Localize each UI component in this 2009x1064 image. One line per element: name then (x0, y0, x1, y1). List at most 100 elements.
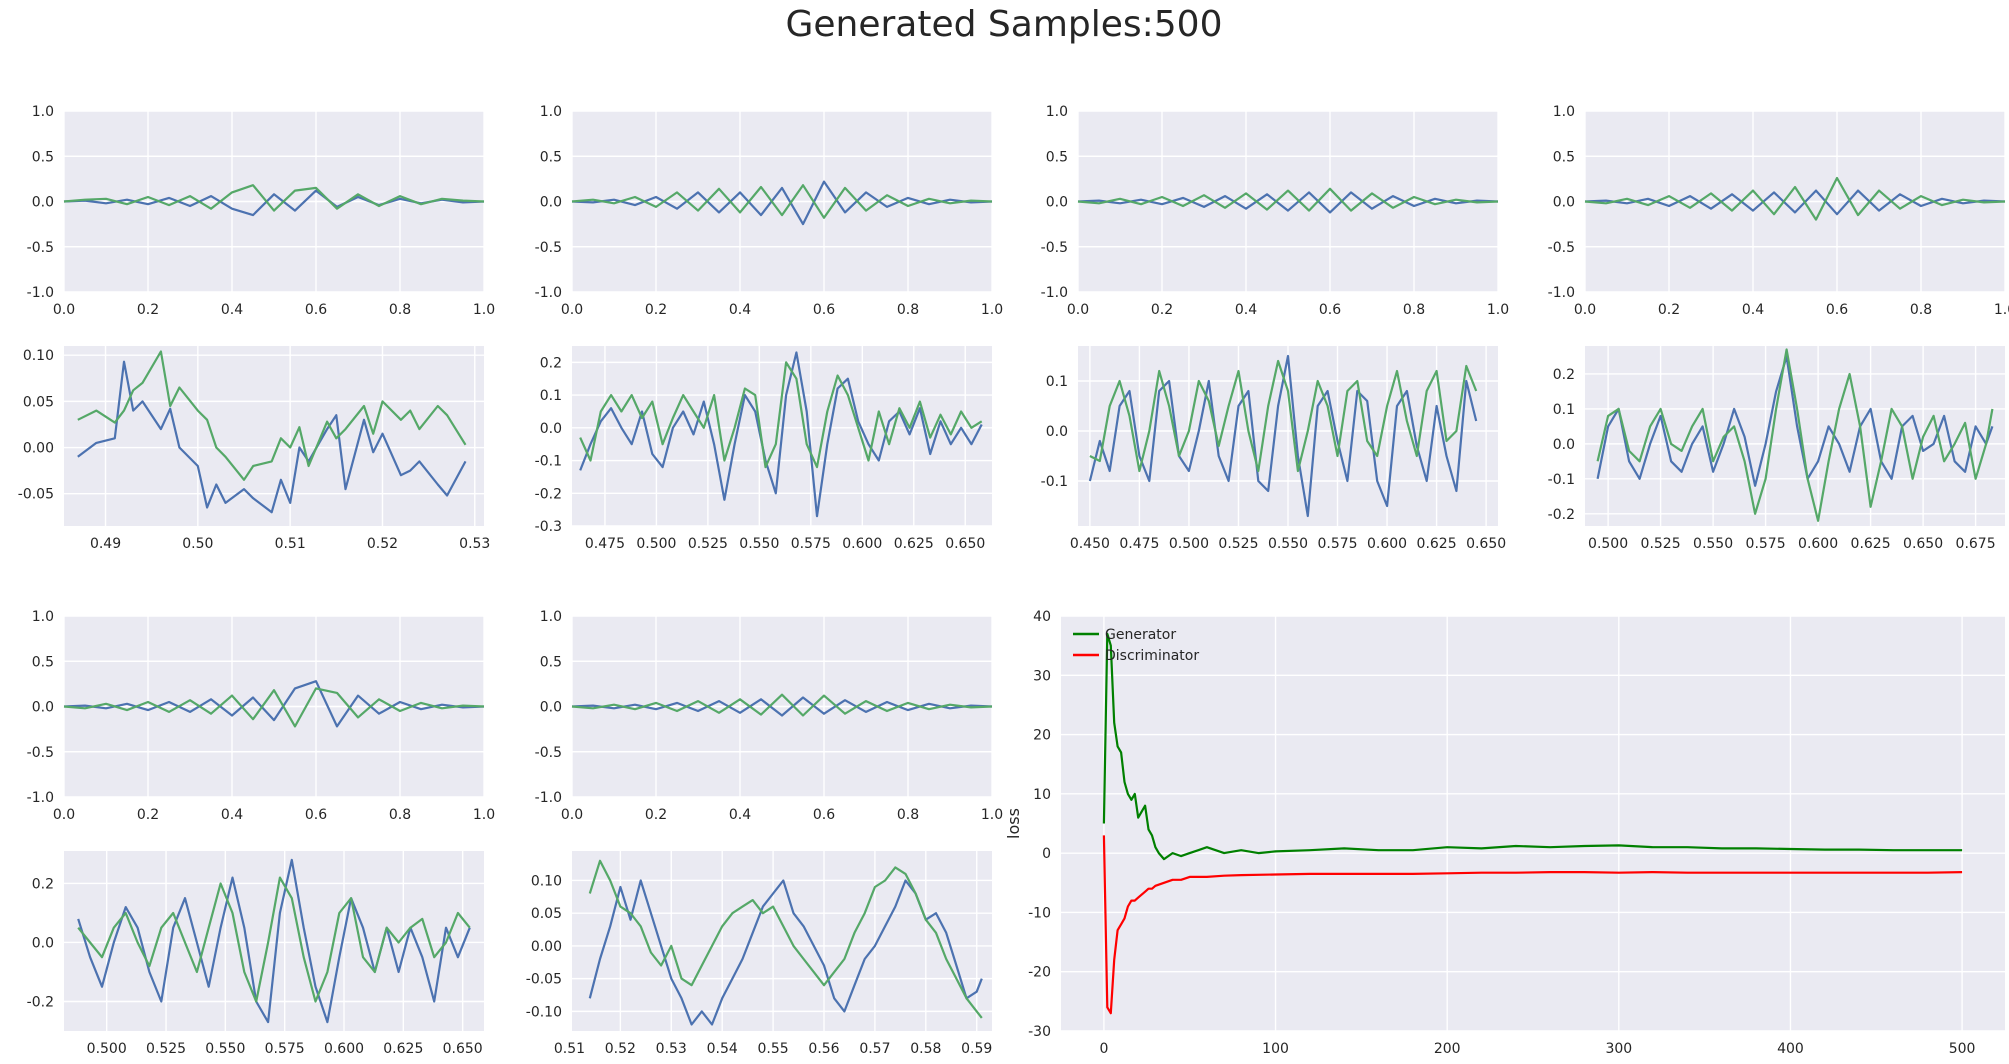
y-tick-label: 0.2 (1553, 367, 1575, 383)
series-line-green (571, 693, 993, 717)
x-tick-label: 200 (1434, 1041, 1461, 1057)
y-tick-label: 0.5 (1046, 149, 1068, 165)
y-tick-label: 0.5 (32, 149, 54, 165)
x-tick-label: 0.650 (945, 536, 985, 552)
y-tick-label: -10 (1028, 905, 1051, 921)
x-tick-label: 0.8 (897, 302, 919, 318)
y-tick-label: -0.5 (535, 745, 562, 761)
y-tick-label: 0.00 (531, 939, 562, 955)
y-tick-label: 0.0 (540, 421, 562, 437)
subplot-loss: 0 100 200 300 400 500403020100-10-20-30lossGe… (1004, 609, 2005, 1057)
x-tick-label: 300 (1605, 1041, 1632, 1057)
x-tick-label: 0.6 (305, 807, 327, 823)
y-tick-label: 1.0 (32, 104, 54, 120)
x-tick-label: 0.0 (53, 302, 75, 318)
subplot-zoom-4: 0.500 0.525 0.550 0.575 0.600 0.625 0.650 0.675… (1548, 346, 2005, 552)
x-tick-label: 0.600 (842, 536, 882, 552)
x-tick-label: 0.2 (645, 302, 667, 318)
y-tick-label: 0 (1042, 846, 1051, 862)
y-tick-label: -0.1 (535, 454, 562, 470)
subplot-zoom-2: 0.475 0.500 0.525 0.550 0.575 0.600 0.625 0.650… (535, 346, 992, 552)
x-tick-label: 1.0 (1487, 302, 1509, 318)
x-tick-label: 0.625 (383, 1041, 423, 1057)
series-line-green (571, 184, 993, 219)
x-tick-label: 0.6 (305, 302, 327, 318)
x-tick-label: 0.625 (1851, 536, 1891, 552)
x-tick-label: 0.550 (1268, 536, 1308, 552)
x-tick-label: 0.525 (1641, 536, 1681, 552)
x-tick-label: 0.650 (1903, 536, 1943, 552)
series-line-green (77, 350, 467, 481)
x-tick-label: 0.56 (808, 1041, 839, 1057)
y-tick-label: 0.0 (1046, 424, 1068, 440)
y-tick-label: 0.0 (32, 935, 54, 951)
x-tick-label: 0.550 (739, 536, 779, 552)
x-tick-label: 0.500 (87, 1041, 127, 1057)
y-tick-label: -1.0 (535, 790, 562, 806)
y-tick-label: -1.0 (27, 285, 54, 301)
x-tick-label: 0.0 (1067, 302, 1089, 318)
y-tick-label: 1.0 (1046, 104, 1068, 120)
y-tick-label: 0.05 (23, 394, 54, 410)
series-line-green (63, 184, 485, 212)
subplots: 0.0 0.2 0.4 0.6 0.8 1.01.00.50.0-0.5-1.00.0 0.… (18, 104, 2009, 1057)
y-tick-label: 1.0 (540, 609, 562, 625)
y-tick-label: 0.2 (540, 355, 562, 371)
plot-area (64, 851, 484, 1031)
y-tick-label: -0.2 (535, 486, 562, 502)
x-tick-label: 0.51 (554, 1041, 585, 1057)
y-tick-label: -30 (1028, 1024, 1051, 1040)
y-tick-label: 0.5 (540, 149, 562, 165)
y-tick-label: 0.5 (540, 654, 562, 670)
y-tick-label: 1.0 (1553, 104, 1575, 120)
y-tick-label: 0.0 (1553, 195, 1575, 211)
x-tick-label: 0.6 (813, 807, 835, 823)
x-tick-label: 0.625 (894, 536, 934, 552)
plot-area (1585, 346, 2005, 526)
y-tick-label: -0.05 (526, 972, 562, 988)
subplot-zoom-5: 0.500 0.525 0.550 0.575 0.600 0.625 0.650 0.2 0.… (27, 851, 484, 1057)
plot-area (1061, 616, 2005, 1031)
x-tick-label: 0.2 (645, 807, 667, 823)
x-tick-label: 500 (1949, 1041, 1976, 1057)
x-tick-label: 0.575 (1746, 536, 1786, 552)
x-tick-label: 0.53 (459, 536, 490, 552)
subplot-full-6: 0.0 0.2 0.4 0.6 0.8 1.0 1.0 0.5 0.0 -0.5 -1.0 (535, 609, 1003, 823)
y-tick-label: -0.5 (27, 745, 54, 761)
x-tick-label: 100 (1262, 1041, 1289, 1057)
legend: Generator Discriminator (1073, 627, 1199, 664)
subplot-zoom-6: 0.51 0.52 0.53 0.54 0.55 0.56 0.57 0.58 0.59 0.10… (526, 851, 992, 1057)
x-tick-label: 0.50 (182, 536, 213, 552)
y-tick-label: 0.5 (32, 654, 54, 670)
x-tick-label: 0.8 (897, 807, 919, 823)
y-tick-label: 0.5 (1553, 149, 1575, 165)
x-tick-label: 0.4 (1742, 302, 1764, 318)
x-tick-label: 1.0 (981, 302, 1003, 318)
x-tick-label: 0.51 (275, 536, 306, 552)
y-tick-label: 0.0 (32, 700, 54, 716)
x-tick-label: 1.0 (981, 807, 1003, 823)
y-tick-label: -0.2 (27, 994, 54, 1010)
y-tick-label: -0.5 (1041, 240, 1068, 256)
plot-area (64, 346, 484, 526)
y-tick-label: -0.1 (1548, 472, 1575, 488)
x-tick-label: 0.650 (1466, 536, 1506, 552)
series-line-green (579, 361, 983, 469)
y-tick-label: 0.10 (23, 348, 54, 364)
y-tick-label: 1.0 (32, 609, 54, 625)
x-tick-label: 0.58 (910, 1041, 941, 1057)
plot-area (572, 851, 992, 1031)
y-tick-label: 0.10 (531, 873, 562, 889)
y-tick-label: -0.1 (1041, 474, 1068, 490)
x-tick-label: 0.500 (1588, 536, 1628, 552)
series-line-green (1596, 348, 1994, 522)
x-tick-label: 0.6 (1319, 302, 1341, 318)
series-line-green (588, 859, 983, 1019)
subplot-full-4: 0.0 0.2 0.4 0.6 0.8 1.0 1.0 0.5 0.0 -0.5 -1.0 (1548, 104, 2009, 318)
series-line-blue (1596, 355, 1994, 487)
series-line-blue (1088, 354, 1478, 518)
x-tick-label: 0.675 (1956, 536, 1996, 552)
x-tick-label: 0.0 (561, 302, 583, 318)
x-tick-label: 0.475 (1119, 536, 1159, 552)
